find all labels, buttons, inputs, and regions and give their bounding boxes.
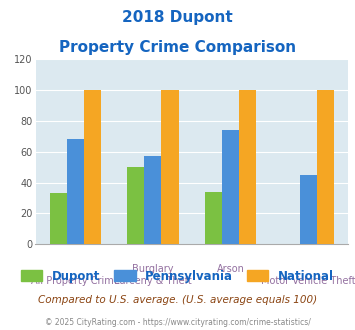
Bar	[317, 90, 334, 244]
Bar	[205, 192, 222, 244]
Text: Compared to U.S. average. (U.S. average equals 100): Compared to U.S. average. (U.S. average …	[38, 295, 317, 305]
Text: Motor Vehicle Theft: Motor Vehicle Theft	[261, 276, 355, 286]
Text: 2018 Dupont: 2018 Dupont	[122, 10, 233, 25]
Legend: Dupont, Pennsylvania, National: Dupont, Pennsylvania, National	[16, 265, 339, 287]
Text: Property Crime Comparison: Property Crime Comparison	[59, 40, 296, 54]
Bar	[239, 90, 256, 244]
Bar	[84, 90, 101, 244]
Text: Burglary: Burglary	[132, 264, 174, 274]
Bar	[222, 130, 239, 244]
Text: © 2025 CityRating.com - https://www.cityrating.com/crime-statistics/: © 2025 CityRating.com - https://www.city…	[45, 318, 310, 327]
Text: All Property Crime: All Property Crime	[31, 276, 120, 286]
Text: Arson: Arson	[217, 264, 245, 274]
Bar	[67, 140, 84, 244]
Text: Larceny & Theft: Larceny & Theft	[114, 276, 192, 286]
Bar	[162, 90, 179, 244]
Bar	[50, 193, 67, 244]
Bar	[144, 156, 162, 244]
Bar	[300, 175, 317, 244]
Bar	[127, 167, 144, 244]
